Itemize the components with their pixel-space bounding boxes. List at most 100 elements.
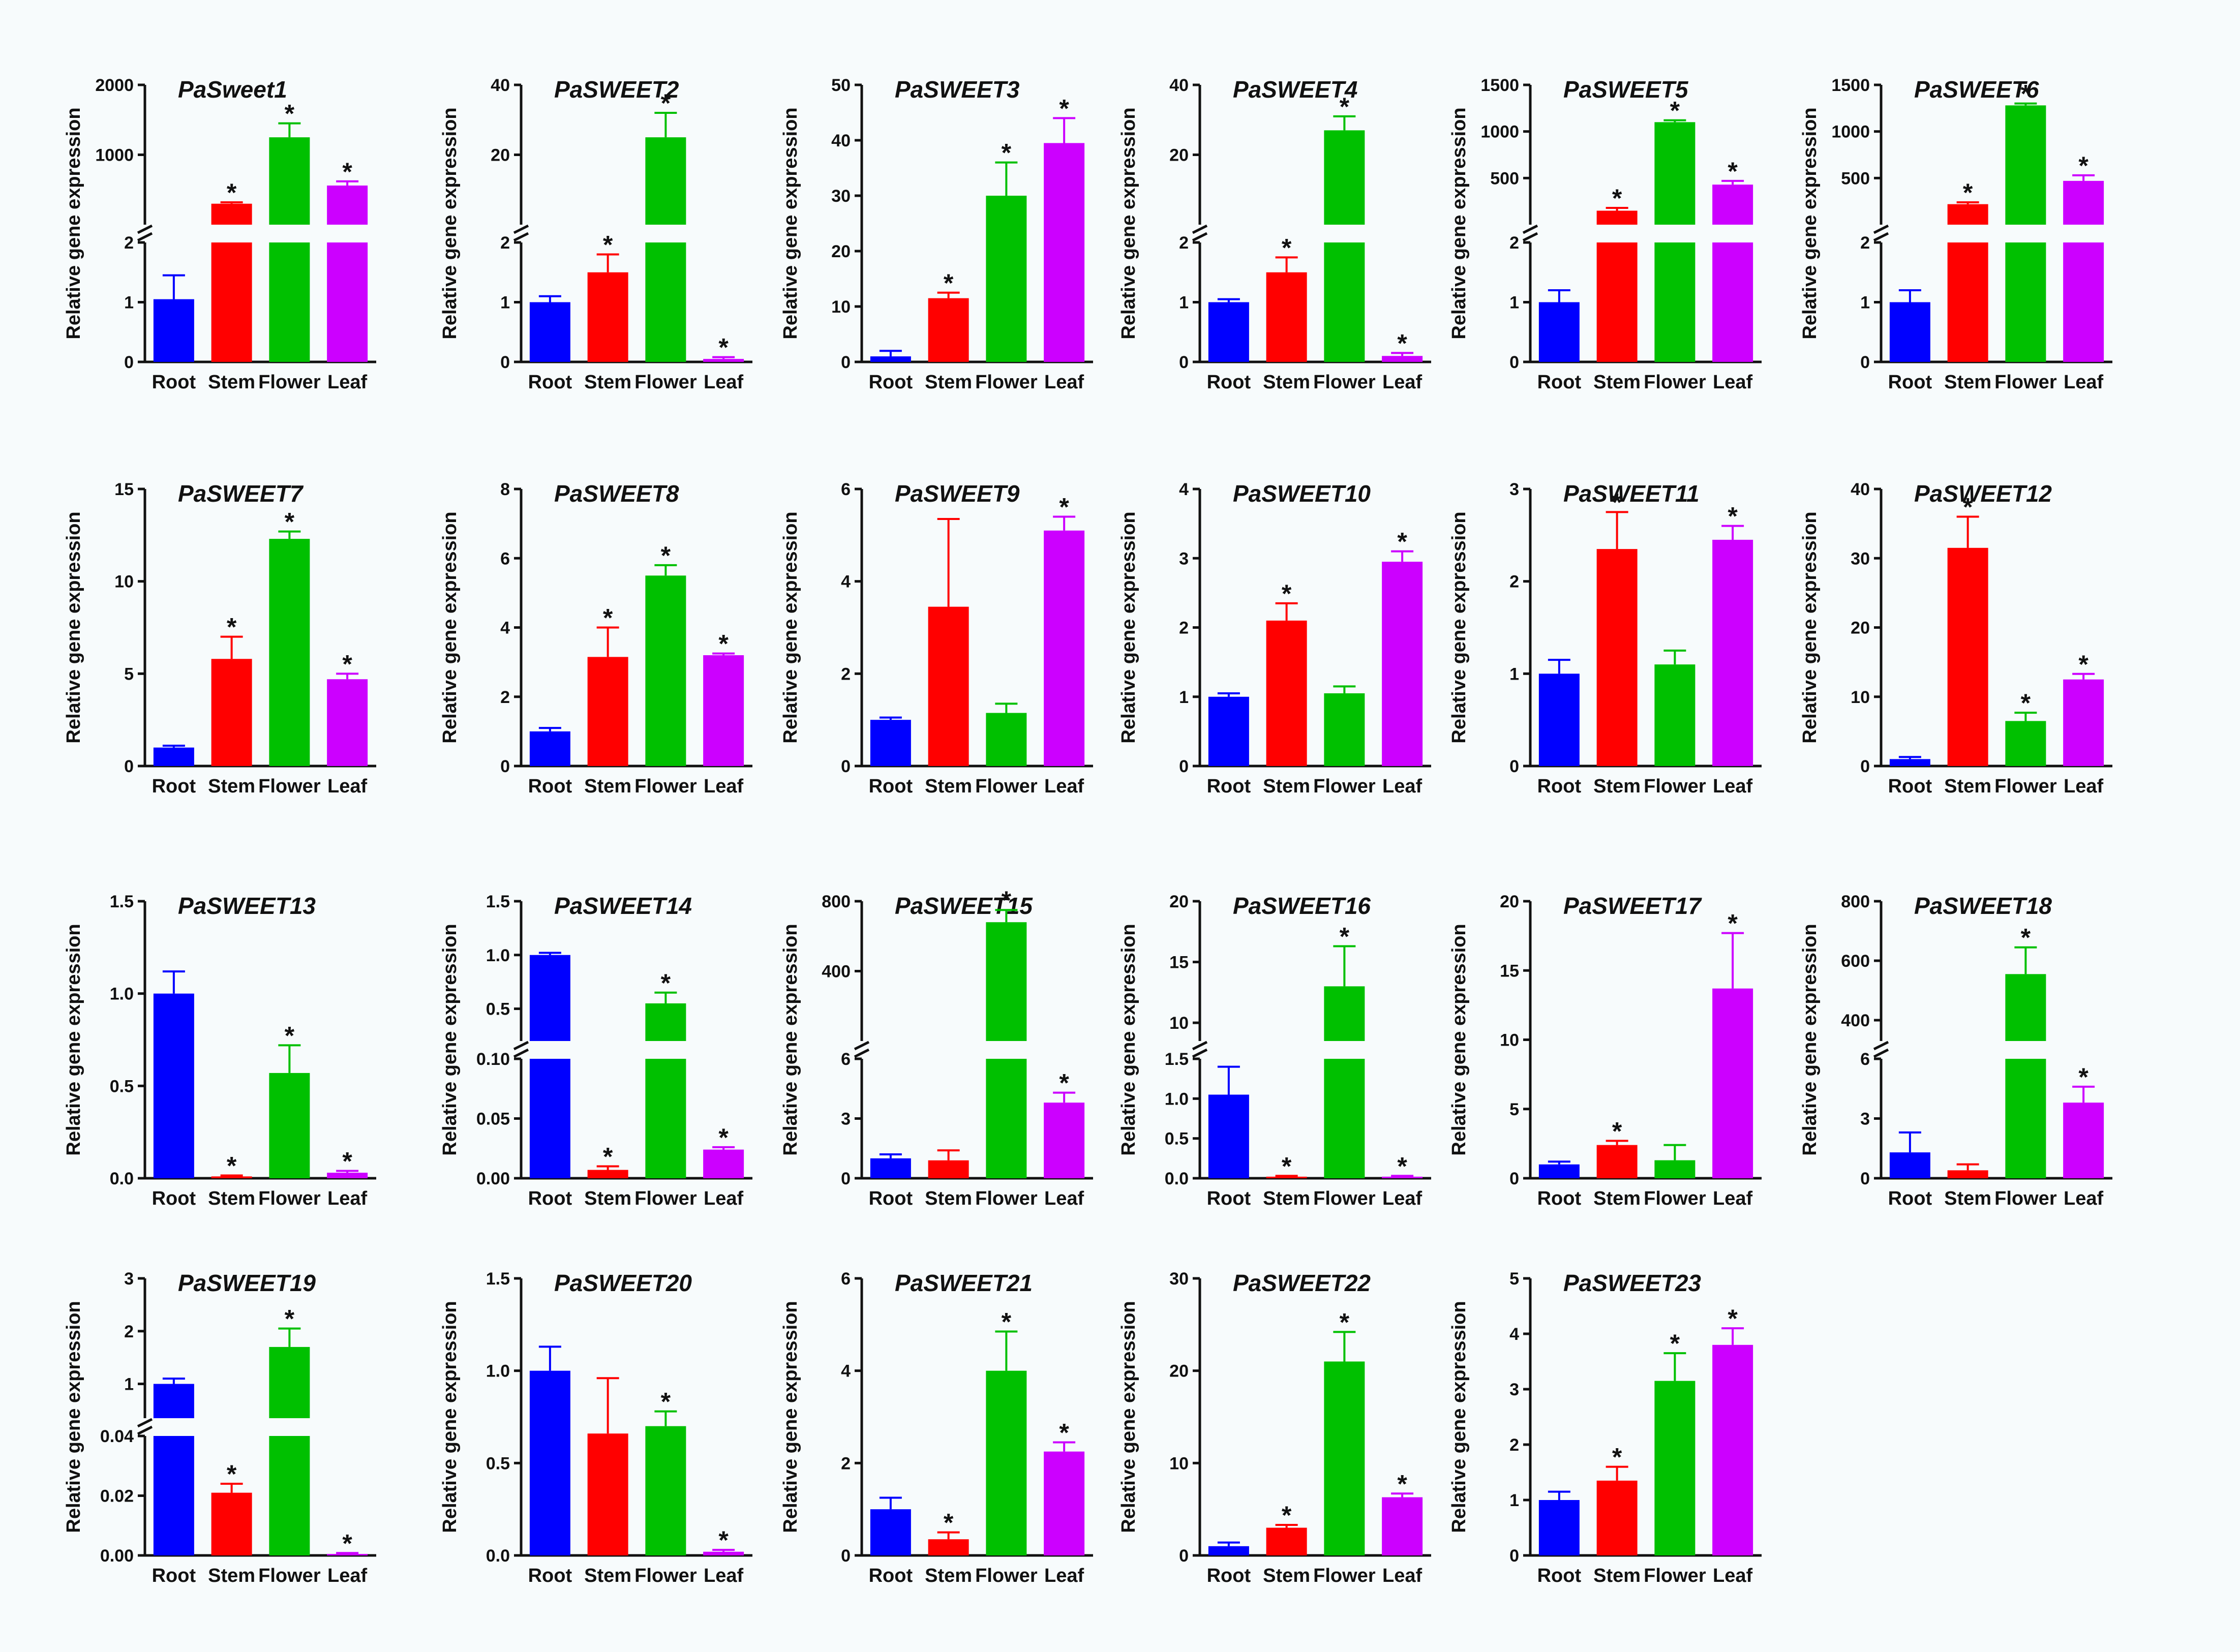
x-tick-label-root: Root (152, 776, 196, 797)
y-axis-label: Relative gene expression (439, 511, 461, 743)
x-tick-label-leaf: Leaf (1382, 372, 1422, 393)
significance-star: * (718, 333, 729, 362)
bar-root (870, 356, 911, 362)
x-tick-label-leaf: Leaf (327, 1565, 367, 1586)
axis-break-mark (513, 1041, 529, 1051)
bar-break-gap (644, 1041, 687, 1059)
axis-break-mark (513, 1048, 529, 1058)
y-tick-label: 800 (1841, 892, 1870, 911)
chart-pasweet1: 0 1 2 1000 2000 Relative gene expression PaSwe… (63, 76, 376, 393)
chart-title: PaSWEET4 (1233, 76, 1357, 103)
bar-break-gap (528, 1041, 571, 1059)
bar-break-gap (2062, 225, 2105, 242)
axis-break-mark (1192, 224, 1208, 234)
y-tick-label: 10 (1500, 1031, 1519, 1050)
chart-pasweet4: 0 1 2 20 40 Relative gene expression PaSWEET4 R… (1118, 76, 1431, 393)
y-tick-label: 0.5 (486, 1000, 510, 1019)
bar-break-gap (152, 1418, 195, 1436)
significance-star: * (718, 1123, 729, 1152)
x-tick-label-root: Root (1537, 1188, 1582, 1209)
bar-flower (1324, 986, 1365, 1178)
chart-pasweet9: 0 2 4 6 Relative gene expression PaSWEET9 Root… (780, 480, 1093, 797)
axis-break-mark (137, 1418, 153, 1428)
significance-star: * (1397, 1152, 1407, 1180)
significance-star: * (1612, 184, 1622, 212)
x-tick-label-stem: Stem (584, 1188, 631, 1209)
y-tick-label: 3 (1509, 480, 1519, 499)
bar-root (529, 302, 570, 362)
bar-root (1538, 1164, 1580, 1178)
chart-title: PaSweet1 (178, 76, 287, 103)
bar-leaf (1712, 1344, 1753, 1555)
chart-pasweet15: 0 3 6 400 800 Relative gene expression PaSWEET… (780, 886, 1093, 1209)
chart-title: PaSWEET19 (178, 1270, 316, 1296)
bar-stem (211, 659, 252, 766)
bar-leaf (1044, 143, 1085, 362)
bar-leaf (1044, 1451, 1085, 1555)
significance-star: * (1728, 909, 1738, 938)
x-tick-label-root: Root (869, 776, 913, 797)
bar-flower (645, 1426, 686, 1555)
significance-star: * (1059, 493, 1069, 522)
y-tick-label: 3 (124, 1269, 134, 1289)
chart-pasweet7: 0 5 10 15 Relative gene expression PaSWEET7 Ro… (63, 480, 376, 797)
chart-title: PaSWEET11 (1563, 480, 1700, 507)
x-tick-label-stem: Stem (925, 1565, 972, 1586)
x-tick-label-flower: Flower (1994, 1188, 2057, 1209)
y-axis-label: Relative gene expression (780, 107, 801, 339)
x-tick-label-stem: Stem (584, 776, 631, 797)
y-tick-label: 10 (1169, 1454, 1189, 1473)
bar-flower (1654, 664, 1696, 766)
chart-pasweet16: 0.0 0.5 1.0 1.5 10 15 20 Relative gene expressi… (1118, 892, 1431, 1209)
bar-flower (269, 137, 310, 362)
significance-star: * (1340, 93, 1350, 121)
x-tick-label-leaf: Leaf (1382, 776, 1422, 797)
y-tick-label: 1.0 (1165, 1089, 1189, 1109)
y-tick-label: 1 (1860, 293, 1870, 313)
chart-pasweet22: 0 10 20 30 Relative gene expression PaSWEET22… (1118, 1269, 1431, 1586)
y-axis-label: Relative gene expression (780, 924, 801, 1155)
chart-pasweet11: 0 1 2 3 Relative gene expression PaSWEET11 Roo… (1448, 480, 1762, 797)
bar-root (870, 1158, 911, 1178)
significance-star: * (1059, 1418, 1069, 1447)
chart-pasweet23: 0 1 2 3 4 5 Relative gene expression PaSWEET23 R… (1448, 1269, 1762, 1586)
y-tick-label: 0.04 (100, 1427, 134, 1446)
bar-stem (1266, 1527, 1307, 1555)
y-tick-label: 1 (1179, 293, 1189, 313)
bar-flower (1654, 1160, 1696, 1178)
x-tick-label-flower: Flower (975, 1188, 1038, 1209)
bar-flower (986, 1370, 1027, 1555)
significance-star: * (1728, 157, 1738, 186)
x-tick-label-leaf: Leaf (704, 776, 743, 797)
chart-title: PaSWEET10 (1233, 480, 1371, 507)
chart-title: PaSWEET8 (554, 480, 679, 507)
bar-break-gap (268, 1418, 311, 1436)
significance-star: * (1002, 1307, 1012, 1336)
x-tick-label-leaf: Leaf (1044, 372, 1084, 393)
y-axis-label: Relative gene expression (1448, 1301, 1470, 1533)
y-tick-label: 2 (124, 233, 134, 253)
y-tick-label: 800 (822, 892, 851, 911)
significance-star: * (1282, 1152, 1292, 1180)
y-axis-label: Relative gene expression (63, 511, 84, 743)
y-tick-label: 1.5 (110, 892, 134, 911)
bar-leaf (1382, 356, 1423, 362)
significance-star: * (1340, 922, 1350, 951)
bar-break-gap (644, 225, 687, 242)
x-tick-label-root: Root (869, 1188, 913, 1209)
x-tick-label-stem: Stem (925, 776, 972, 797)
x-tick-label-flower: Flower (1313, 372, 1376, 393)
bar-break-gap (1653, 225, 1697, 242)
bar-flower (645, 575, 686, 766)
y-tick-label: 0 (1509, 1546, 1519, 1566)
y-axis-label: Relative gene expression (1448, 924, 1470, 1155)
y-tick-label: 2 (1179, 619, 1189, 638)
y-tick-label: 0 (841, 353, 851, 372)
y-tick-label: 2 (500, 233, 510, 253)
significance-star: * (2078, 1063, 2088, 1091)
bar-break-gap (326, 225, 369, 242)
bar-leaf (1382, 1176, 1423, 1178)
x-tick-label-flower: Flower (634, 1565, 697, 1586)
x-tick-label-leaf: Leaf (1713, 1565, 1752, 1586)
